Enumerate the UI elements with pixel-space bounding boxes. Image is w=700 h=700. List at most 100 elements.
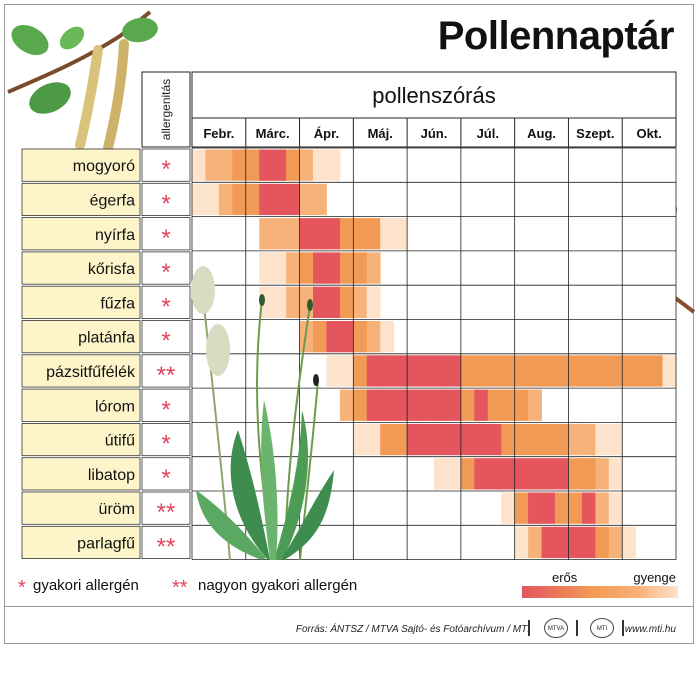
pollen-intensity-cell: [353, 423, 368, 456]
month-tick-label: Jún.: [421, 126, 448, 141]
pollen-intensity-cell: [299, 218, 314, 250]
pollen-intensity-cell: [313, 149, 327, 181]
pollen-intensity-cell: [299, 183, 314, 216]
pollen-intensity-cell: [487, 389, 502, 421]
plant-label-box: [21, 217, 141, 251]
pollen-intensity-cell: [339, 252, 354, 284]
plant-label-box: [21, 457, 141, 491]
pollen-intensity-cell: [581, 458, 596, 490]
month-tick-label: Aug.: [527, 126, 556, 141]
pollen-intensity-cell: [407, 389, 421, 421]
period-header-box: [191, 71, 677, 148]
pollen-intensity-cell: [528, 526, 542, 559]
pollen-intensity-cell: [528, 389, 542, 421]
plant-label-box: [21, 491, 141, 525]
pollen-intensity-cell: [366, 252, 381, 284]
plant-label-box: [21, 388, 141, 422]
pollen-intensity-cell: [339, 286, 354, 318]
pollen-intensity-cell: [339, 321, 354, 353]
plant-label: fűzfa: [100, 295, 135, 312]
allergenicity-cell: [141, 285, 191, 319]
plant-label: útifű: [105, 433, 135, 450]
pollen-intensity-cell: [595, 458, 610, 490]
allergenicity-stars: **: [157, 499, 176, 526]
grass-plantain-illustration: [191, 266, 334, 561]
pollen-intensity-cell: [218, 149, 233, 181]
pollen-intensity-cell: [541, 458, 556, 490]
allergenicity-stars: *: [161, 328, 170, 355]
pollen-intensity-cell: [608, 492, 623, 524]
pollen-intensity-cell: [205, 149, 220, 181]
plant-label: parlagfű: [77, 535, 135, 552]
allergenicity-stars: *: [161, 293, 170, 320]
allergenicity-stars: *: [161, 431, 170, 458]
allergenicity-stars: **: [157, 533, 176, 560]
pollen-intensity-cell: [313, 252, 327, 284]
pollen-intensity-cell: [420, 423, 435, 456]
allergenicity-cell: [141, 388, 191, 422]
pollen-intensity-cell: [541, 355, 556, 387]
pollen-intensity-cell: [272, 286, 287, 318]
allergenicity-cell: [141, 457, 191, 491]
allergenicity-cell: [141, 354, 191, 388]
pollen-intensity-cell: [286, 183, 300, 216]
allergenicity-header-box: [141, 71, 191, 148]
plant-label: nyírfa: [95, 227, 135, 244]
pollen-intensity-cell: [272, 183, 287, 216]
plant-label: libatop: [88, 467, 135, 484]
pollen-intensity-cell: [541, 492, 556, 524]
pollen-intensity-cell: [366, 286, 381, 318]
plant-label-box: [21, 148, 141, 182]
pollen-intensity-cell: [460, 355, 475, 387]
pollen-intensity-cell: [353, 218, 368, 250]
legend-two-star-text: nagyon gyakori allergén: [198, 577, 357, 594]
footer-separator: [622, 620, 624, 636]
scale-weak-label: gyenge: [633, 570, 676, 585]
pollen-intensity-cell: [514, 423, 529, 456]
pollen-intensity-cell: [447, 458, 462, 490]
pollen-intensity-cell: [286, 149, 300, 181]
pollen-intensity-cell: [326, 149, 341, 181]
plant-label: pázsitfűfélék: [46, 364, 136, 381]
legend-one-star-text: gyakori allergén: [33, 577, 139, 594]
pollen-intensity-cell: [649, 355, 663, 387]
pollen-intensity-cell: [555, 423, 569, 456]
pollen-intensity-cell: [434, 458, 448, 490]
pollen-intensity-cell: [514, 389, 529, 421]
pollen-intensity-cell: [568, 492, 583, 524]
pollen-intensity-cell: [474, 389, 489, 421]
row-background: [192, 319, 676, 354]
pollen-intensity-cell: [434, 355, 448, 387]
pollen-intensity-cell: [622, 355, 637, 387]
pollen-intensity-cell: [326, 321, 341, 353]
pollen-intensity-cell: [420, 389, 435, 421]
plant-label-box: [21, 251, 141, 285]
allergenicity-stars: *: [161, 259, 170, 286]
pollen-intensity-cell: [286, 286, 300, 318]
allergenicity-stars: *: [161, 156, 170, 183]
pollen-intensity-cell: [487, 458, 502, 490]
pollen-intensity-cell: [581, 526, 596, 559]
month-tick-label: Júl.: [477, 126, 499, 141]
pollen-intensity-cell: [568, 423, 583, 456]
pollen-intensity-cell: [259, 252, 274, 284]
pollen-intensity-cell: [366, 218, 381, 250]
pollen-intensity-cell: [393, 355, 408, 387]
pollen-intensity-cell: [299, 321, 314, 353]
allergenicity-stars: *: [161, 190, 170, 217]
pollen-intensity-cell: [487, 423, 502, 456]
pollen-intensity-cell: [447, 423, 462, 456]
month-tick-label: Máj.: [368, 126, 393, 141]
pollen-intensity-cell: [581, 492, 596, 524]
source-credit: Forrás: ÁNTSZ / MTVA Sajtó- és Fotóarchí…: [295, 624, 530, 635]
pollen-intensity-cell: [366, 321, 381, 353]
plant-label: platánfa: [78, 330, 135, 347]
pollen-intensity-cell: [635, 355, 650, 387]
plant-label-box: [21, 354, 141, 388]
pollen-intensity-cell: [501, 355, 516, 387]
pollen-intensity-cell: [339, 355, 354, 387]
website-link[interactable]: www.mti.hu: [624, 624, 676, 635]
pollen-intensity-cell: [407, 423, 421, 456]
pollen-intensity-cell: [286, 252, 300, 284]
plant-label: üröm: [99, 501, 135, 518]
